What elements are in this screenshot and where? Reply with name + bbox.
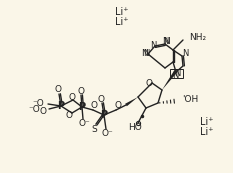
Text: NH₂: NH₂	[189, 34, 206, 43]
Text: O: O	[97, 95, 104, 104]
Text: O: O	[90, 102, 97, 111]
Text: P: P	[79, 102, 86, 112]
Text: N: N	[182, 49, 188, 58]
Text: N: N	[162, 37, 168, 45]
Text: 'OH: 'OH	[182, 95, 198, 104]
Text: P: P	[100, 110, 108, 120]
Text: O: O	[39, 107, 46, 116]
Text: ⁻O: ⁻O	[32, 98, 44, 107]
Text: O⁻: O⁻	[101, 130, 113, 139]
Text: N: N	[143, 49, 149, 58]
Text: ⁻O: ⁻O	[28, 104, 40, 113]
Text: O: O	[55, 85, 62, 94]
Text: Li⁺: Li⁺	[200, 117, 214, 127]
Text: N: N	[174, 69, 180, 78]
Text: O: O	[78, 86, 85, 95]
Text: Li⁺: Li⁺	[115, 17, 129, 27]
Text: O: O	[114, 102, 121, 111]
Text: Li⁺: Li⁺	[200, 127, 214, 137]
Text: O⁻: O⁻	[78, 120, 90, 129]
Text: O: O	[69, 93, 75, 102]
Text: P: P	[58, 101, 65, 111]
Text: O: O	[65, 112, 72, 121]
Text: S: S	[91, 125, 97, 134]
Text: N: N	[142, 49, 148, 58]
Text: N: N	[172, 71, 178, 80]
Text: N: N	[163, 38, 169, 47]
Polygon shape	[125, 97, 138, 106]
Text: O: O	[145, 80, 153, 89]
Text: Li⁺: Li⁺	[115, 7, 129, 17]
Polygon shape	[162, 70, 178, 90]
Bar	[170, 69, 183, 78]
Text: HO: HO	[128, 124, 142, 133]
Text: N: N	[150, 40, 156, 49]
